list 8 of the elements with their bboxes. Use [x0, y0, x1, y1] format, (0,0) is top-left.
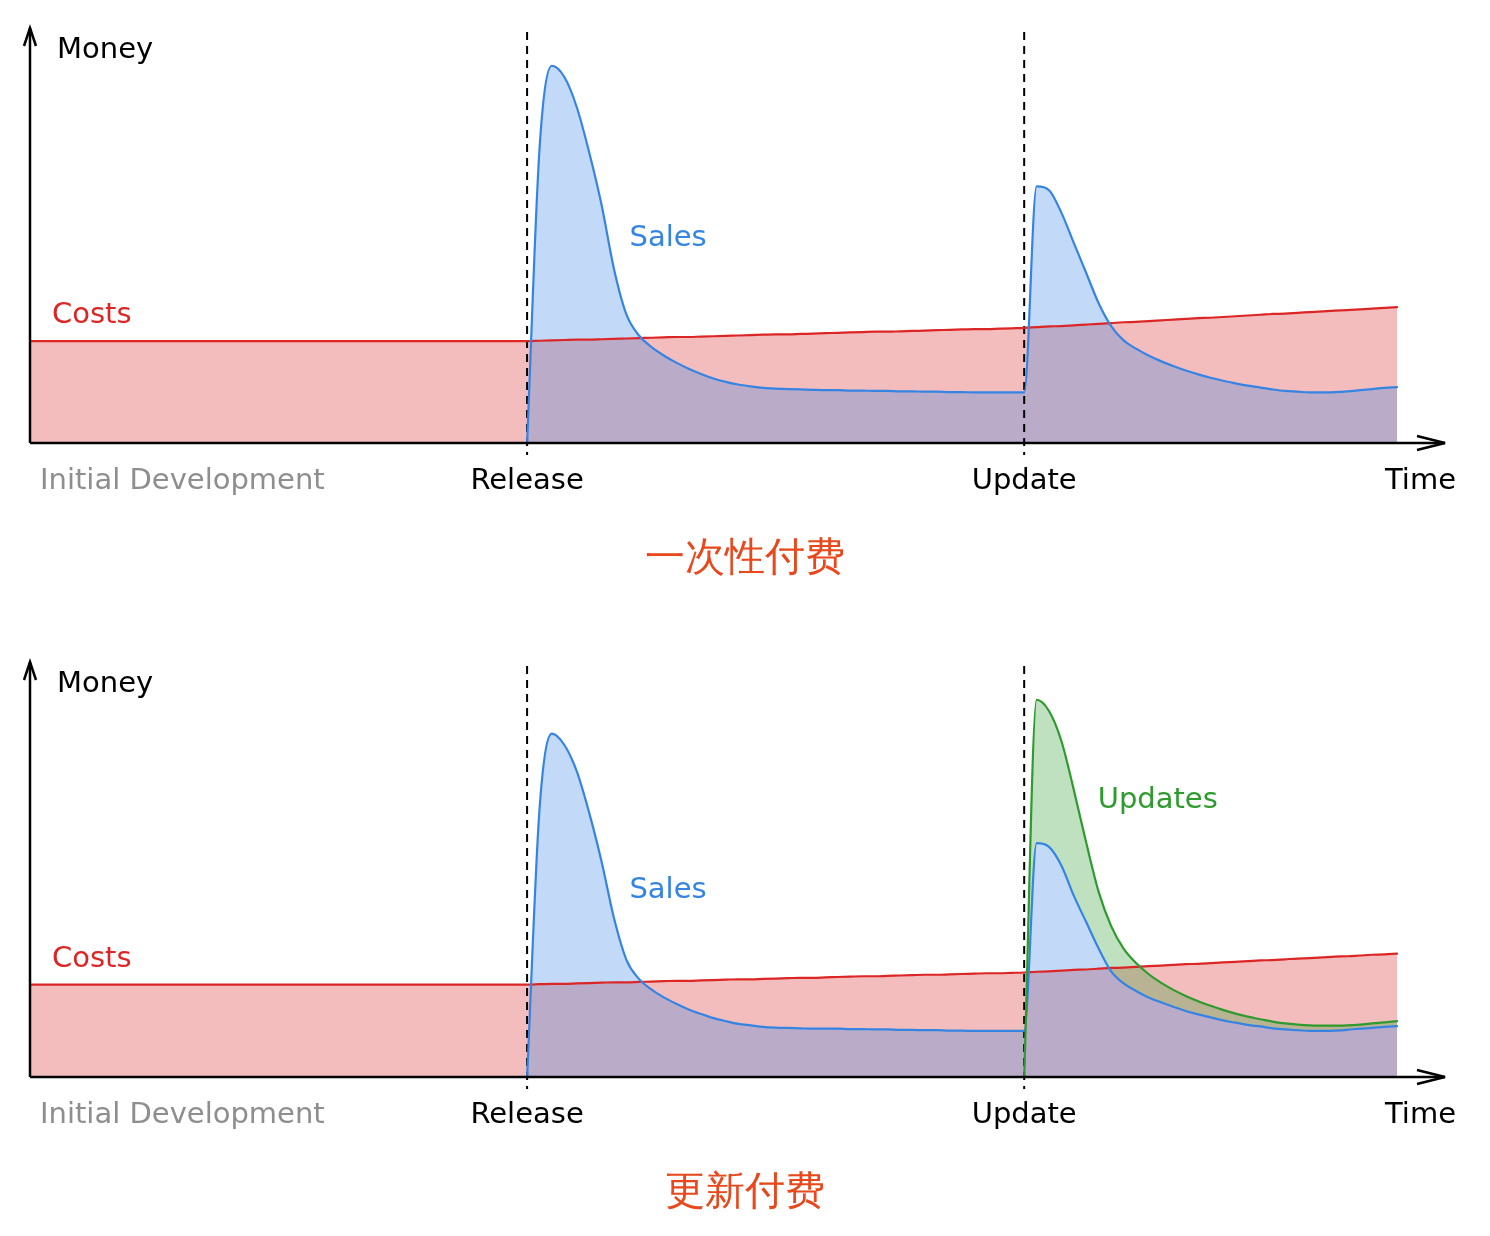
annotation: Initial Development: [40, 1096, 325, 1130]
xlabel: Time: [1385, 1096, 1456, 1130]
xlabel: Time: [1385, 462, 1456, 496]
annotation: Initial Development: [40, 462, 325, 496]
title: 更新付费: [665, 1167, 825, 1213]
title: 一次性付费: [645, 533, 845, 579]
ylabel: Money: [57, 31, 154, 65]
ylabel: Money: [57, 665, 154, 699]
